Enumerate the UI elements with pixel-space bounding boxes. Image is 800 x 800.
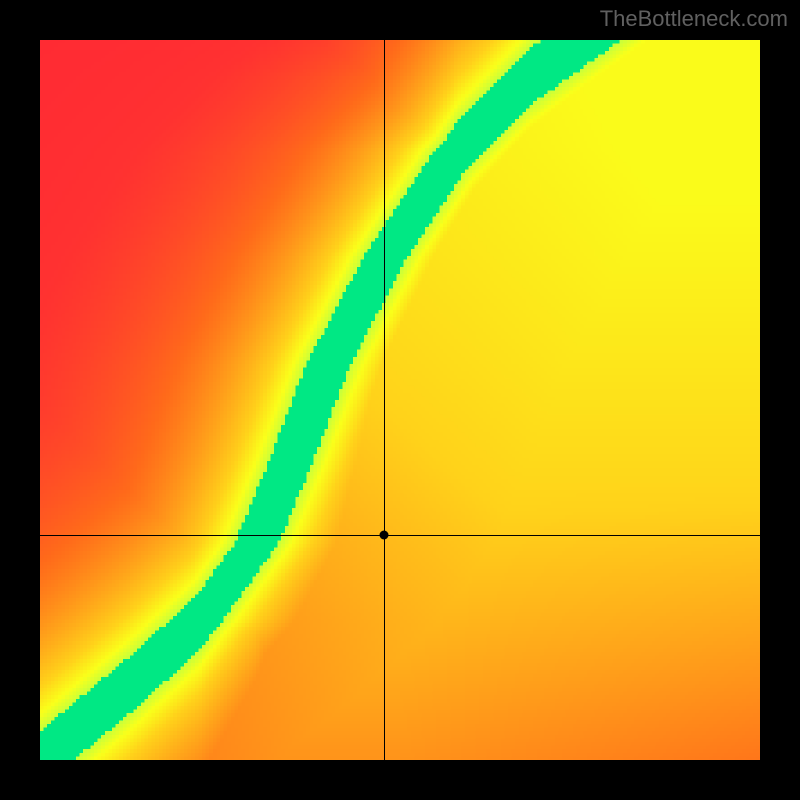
crosshair-dot [380,531,389,540]
watermark-text: TheBottleneck.com [600,6,788,32]
heatmap-plot [40,40,760,760]
heatmap-canvas [40,40,760,760]
crosshair-horizontal [40,535,760,536]
crosshair-vertical [384,40,385,760]
chart-container: TheBottleneck.com [0,0,800,800]
